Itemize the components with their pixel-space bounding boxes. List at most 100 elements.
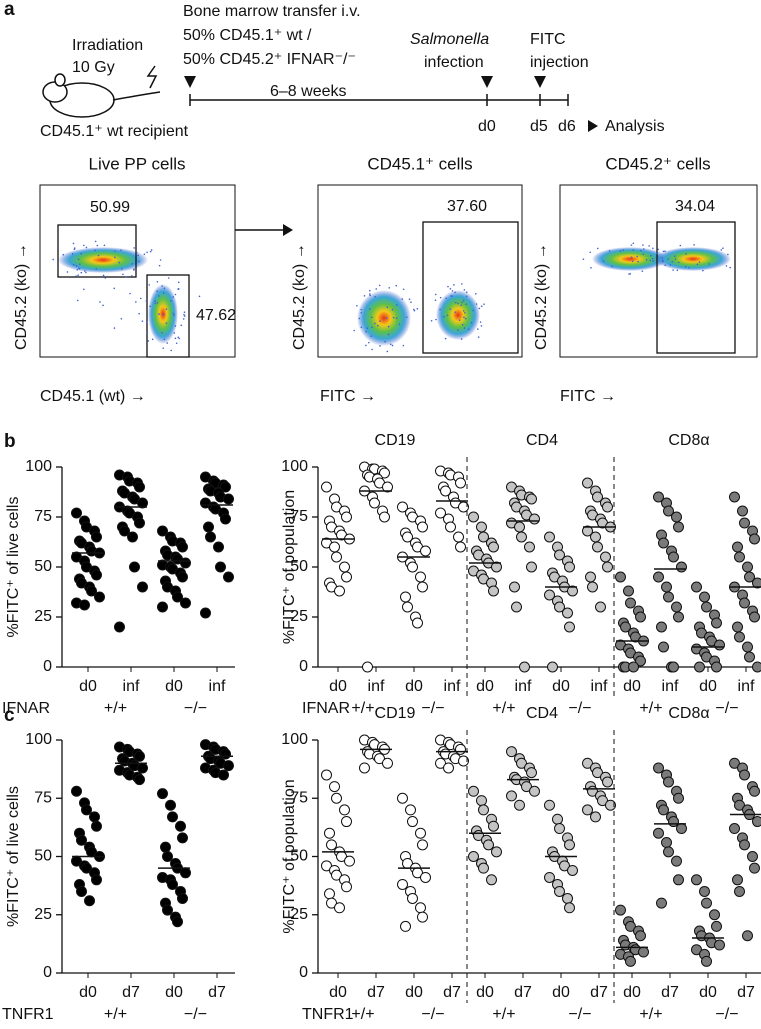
x-tick-label: d7	[367, 984, 385, 1001]
dot	[168, 879, 178, 889]
event-dot	[664, 250, 666, 252]
y-tick-label: 100	[25, 731, 52, 748]
event-dot	[396, 304, 398, 306]
y-tick-label: 100	[281, 458, 308, 475]
event-dot	[664, 264, 666, 266]
dot	[72, 508, 82, 518]
dot	[545, 872, 555, 882]
row-label: TNFR1	[2, 1006, 54, 1023]
genotype-label: −/−	[715, 700, 738, 717]
event-dot	[99, 301, 101, 303]
dot	[672, 512, 682, 522]
event-dot	[80, 253, 82, 255]
event-dot	[379, 320, 381, 322]
dot	[181, 598, 191, 608]
event-dot	[406, 316, 408, 318]
dot	[332, 552, 342, 562]
event-dot	[122, 274, 124, 276]
event-dot	[131, 275, 133, 277]
dot	[712, 618, 722, 628]
event-dot	[697, 264, 699, 266]
x-tick-label: d7	[737, 984, 755, 1001]
dot	[224, 761, 234, 771]
event-dot	[114, 250, 116, 252]
event-dot	[156, 290, 158, 292]
event-dot	[86, 247, 88, 249]
dot	[507, 791, 517, 801]
genotype-label: −/−	[568, 1006, 591, 1023]
event-dot	[136, 252, 138, 254]
event-dot	[162, 347, 164, 349]
event-dot	[445, 338, 447, 340]
dot	[700, 886, 710, 896]
panel-heading: CD8α	[668, 705, 709, 722]
dot	[401, 592, 411, 602]
event-dot	[650, 260, 652, 262]
event-dot	[472, 310, 474, 312]
event-dot	[674, 255, 676, 257]
event-dot	[77, 300, 79, 302]
dot	[733, 542, 743, 552]
event-dot	[183, 318, 185, 320]
dot	[421, 546, 431, 556]
panel-heading: CD4	[526, 705, 558, 722]
y-tick-label: 75	[34, 508, 52, 525]
event-dot	[144, 253, 146, 255]
event-dot	[364, 295, 366, 297]
event-dot	[67, 271, 69, 273]
event-dot	[175, 325, 177, 327]
dot	[418, 912, 428, 922]
x-tick-label: d7	[590, 984, 608, 1001]
x-tick-label: inf	[738, 678, 755, 695]
genotype-label: −/−	[715, 1006, 738, 1023]
dot	[214, 542, 224, 552]
event-dot	[631, 257, 633, 259]
dot	[626, 598, 636, 608]
dot	[72, 786, 82, 796]
event-dot	[702, 270, 704, 272]
panel-heading: CD19	[375, 432, 416, 449]
dot	[669, 662, 679, 672]
panel-letter: a	[4, 0, 15, 20]
event-dot	[164, 339, 166, 341]
event-dot	[466, 295, 468, 297]
event-dot	[374, 296, 376, 298]
y-tick-label: 50	[34, 558, 52, 575]
row-label: IFNAR	[2, 700, 50, 717]
dot	[591, 812, 601, 822]
dot	[398, 793, 408, 803]
dot	[322, 482, 332, 492]
event-dot	[481, 325, 483, 327]
event-dot	[667, 258, 669, 260]
event-dot	[636, 256, 638, 258]
event-dot	[477, 328, 479, 330]
genotype-label: −/−	[184, 700, 207, 717]
event-dot	[395, 285, 397, 287]
dot	[545, 800, 555, 810]
gate-value: 37.60	[447, 198, 487, 215]
event-dot	[370, 335, 372, 337]
panel-letter: b	[4, 431, 16, 452]
population	[655, 247, 731, 271]
event-dot	[121, 318, 123, 320]
dot	[517, 532, 527, 542]
genotype-label: −/−	[568, 700, 591, 717]
event-dot	[652, 258, 654, 260]
dot	[753, 662, 761, 672]
event-dot	[102, 305, 104, 307]
panel-heading: CD8α	[668, 432, 709, 449]
event-dot	[114, 327, 116, 329]
x-tick-label: inf	[591, 678, 608, 695]
event-dot	[483, 303, 485, 305]
event-dot	[650, 255, 652, 257]
dot	[568, 865, 578, 875]
label: Irradiation	[72, 37, 143, 54]
dot	[750, 612, 760, 622]
event-dot	[401, 298, 403, 300]
event-dot	[642, 244, 644, 246]
y-axis-label: %FITC⁺ of live cells	[5, 786, 22, 927]
dot	[128, 532, 138, 542]
dot	[406, 805, 416, 815]
event-dot	[413, 309, 415, 311]
dot	[743, 562, 753, 572]
